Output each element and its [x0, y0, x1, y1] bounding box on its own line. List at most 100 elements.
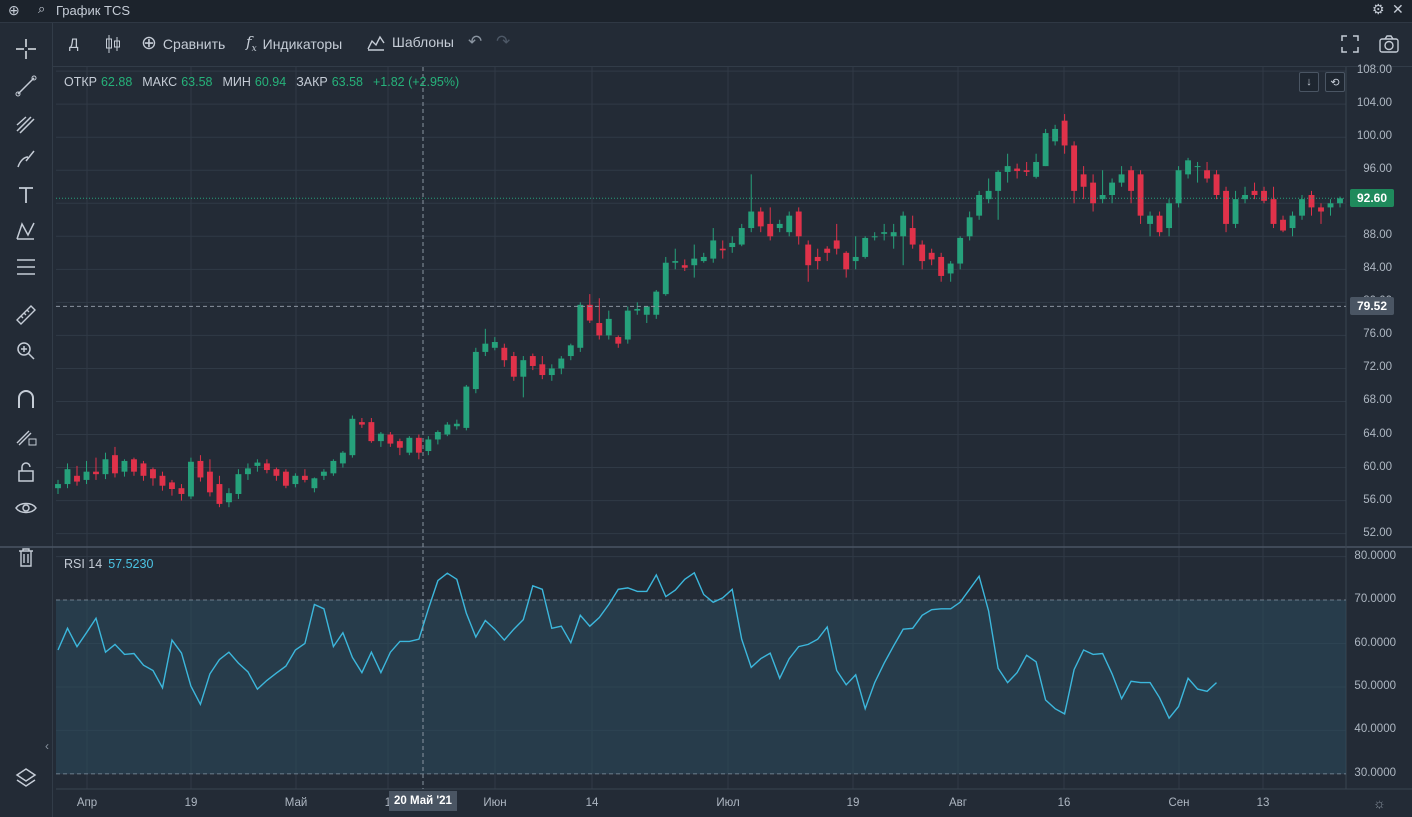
last-price-badge: 92.60 — [1350, 189, 1394, 208]
scroll-down-icon[interactable]: ↓ — [1299, 72, 1319, 92]
fullscreen-icon[interactable] — [1340, 34, 1360, 54]
candle-body — [463, 386, 470, 428]
price-axis-label: 88.00 — [1363, 229, 1392, 242]
candle — [292, 473, 299, 488]
settings-icon[interactable]: ⚙ — [1372, 1, 1385, 17]
candle-body — [244, 468, 251, 475]
candle — [539, 356, 546, 380]
candle — [1261, 186, 1267, 204]
indicators-button[interactable]: fx Индикаторы — [246, 33, 342, 54]
candle-body — [624, 310, 631, 340]
candle — [567, 343, 574, 361]
high-value: 63.58 — [181, 75, 213, 89]
candle — [1071, 141, 1078, 204]
candle-body — [1042, 133, 1049, 167]
candle — [1242, 186, 1248, 204]
candle-body — [425, 439, 432, 452]
unlock-icon[interactable] — [12, 458, 40, 486]
candle-body — [786, 215, 793, 233]
price-axis-label: 64.00 — [1363, 427, 1392, 440]
candle-body — [1242, 195, 1248, 200]
candle — [681, 259, 688, 271]
ruler-icon[interactable] — [12, 301, 40, 329]
candle — [805, 240, 812, 282]
candle — [1299, 195, 1305, 220]
candle-body — [406, 437, 413, 453]
candle-body — [1289, 215, 1296, 229]
drawing-toolbar: ‹ — [0, 23, 53, 817]
candle-body — [254, 462, 261, 466]
candle-body — [909, 228, 916, 245]
high-label: МАКС — [142, 75, 178, 89]
rsi-legend[interactable]: RSI 14 57.5230 — [64, 557, 153, 571]
candle — [311, 477, 318, 493]
zoom-in-icon[interactable] — [12, 337, 40, 365]
candle — [320, 469, 327, 480]
trendline-icon[interactable] — [12, 72, 40, 100]
candles-icon[interactable] — [103, 33, 123, 55]
candle-body — [976, 195, 983, 216]
pattern-icon[interactable] — [12, 217, 40, 245]
templates-label: Шаблоны — [392, 34, 454, 50]
candle-body — [501, 347, 508, 361]
close-value: 63.58 — [331, 75, 363, 89]
candle-body — [558, 358, 565, 369]
candle-body — [216, 484, 223, 504]
price-axis-label: 72.00 — [1363, 361, 1392, 374]
text-tool-icon[interactable] — [12, 181, 40, 209]
eye-icon[interactable] — [12, 494, 40, 522]
candle-body — [567, 345, 574, 357]
price-axis-label: 104.00 — [1356, 97, 1392, 110]
templates-icon — [367, 35, 385, 51]
brush-icon[interactable] — [12, 145, 40, 173]
chart-settings-icon[interactable]: ☼ — [1373, 795, 1386, 811]
rsi-axis-label: 80.0000 — [1354, 549, 1396, 562]
candle — [216, 475, 223, 508]
candle — [1175, 166, 1182, 208]
search-icon[interactable]: ⌕ — [38, 1, 46, 16]
compare-label: Сравнить — [162, 35, 226, 52]
trash-icon[interactable] — [12, 543, 40, 571]
candle-body — [1337, 198, 1343, 204]
candle-body — [1232, 199, 1239, 224]
redo-icon[interactable]: ↷ — [496, 32, 511, 51]
templates-button[interactable]: Шаблоны — [366, 33, 454, 51]
candle-body — [824, 248, 831, 253]
collapse-toolbar-icon[interactable]: ‹ — [45, 739, 49, 753]
candle-body — [225, 493, 232, 503]
rsi-value: 57.5230 — [108, 557, 154, 571]
candle-body — [1071, 145, 1078, 191]
pitchfork-icon[interactable] — [12, 109, 40, 137]
candle-body — [1185, 160, 1192, 175]
candle-body — [738, 228, 745, 245]
compare-button[interactable]: ⊕ Сравнить — [141, 32, 225, 55]
candle — [1033, 153, 1040, 179]
candle-body — [206, 471, 213, 493]
reset-scale-icon[interactable]: ⟲ — [1325, 72, 1345, 92]
layers-icon[interactable] — [12, 764, 40, 792]
time-axis-label: Апр — [76, 797, 98, 809]
candle-body — [1033, 161, 1040, 177]
candle — [757, 207, 764, 233]
candle-body — [814, 256, 821, 262]
candle-body — [605, 318, 612, 336]
add-tab-icon[interactable]: ⊕ — [8, 2, 20, 18]
candle-body — [396, 441, 403, 448]
candle-body — [368, 422, 375, 442]
candle — [1080, 166, 1087, 200]
candle — [1147, 211, 1154, 237]
interval-button[interactable]: Д — [69, 35, 78, 51]
crosshair-icon[interactable] — [12, 35, 40, 63]
candle-body — [529, 356, 536, 366]
candle-body — [415, 437, 422, 453]
camera-icon[interactable] — [1378, 34, 1400, 54]
rsi-axis-label: 70.0000 — [1354, 593, 1396, 606]
close-icon[interactable]: ✕ — [1392, 1, 1404, 17]
undo-icon[interactable]: ↶ — [468, 32, 483, 51]
fib-retracement-icon[interactable] — [12, 253, 40, 281]
magnet-icon[interactable] — [12, 386, 40, 414]
price-axis-label: 68.00 — [1363, 394, 1392, 407]
lock-drawing-icon[interactable] — [12, 422, 40, 450]
candle-body — [586, 304, 593, 321]
